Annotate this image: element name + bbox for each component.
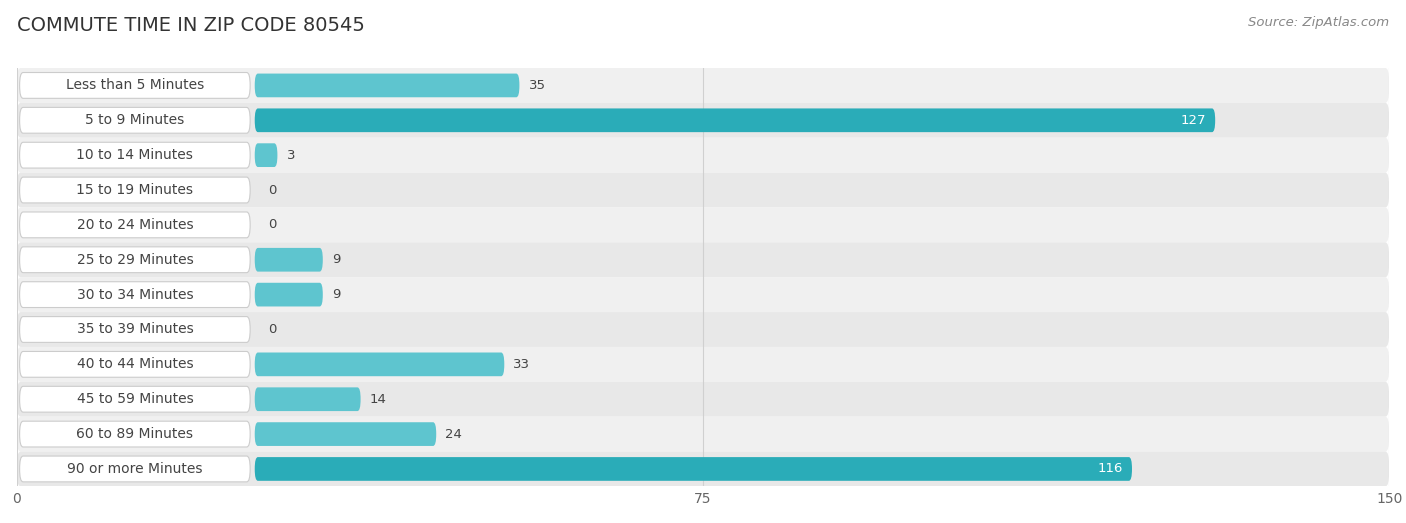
FancyBboxPatch shape — [254, 388, 360, 411]
Text: 116: 116 — [1098, 462, 1123, 475]
Text: 15 to 19 Minutes: 15 to 19 Minutes — [76, 183, 194, 197]
FancyBboxPatch shape — [17, 382, 1389, 417]
Text: 10 to 14 Minutes: 10 to 14 Minutes — [76, 148, 193, 162]
FancyBboxPatch shape — [20, 73, 250, 98]
FancyBboxPatch shape — [254, 108, 1215, 132]
FancyBboxPatch shape — [17, 103, 1389, 138]
FancyBboxPatch shape — [254, 353, 505, 376]
FancyBboxPatch shape — [17, 277, 1389, 312]
FancyBboxPatch shape — [17, 68, 1389, 103]
FancyBboxPatch shape — [20, 316, 250, 343]
FancyBboxPatch shape — [17, 138, 1389, 173]
Text: 45 to 59 Minutes: 45 to 59 Minutes — [76, 392, 193, 406]
Text: 40 to 44 Minutes: 40 to 44 Minutes — [76, 357, 193, 371]
FancyBboxPatch shape — [17, 242, 1389, 277]
Text: 35: 35 — [529, 79, 546, 92]
FancyBboxPatch shape — [20, 386, 250, 412]
FancyBboxPatch shape — [17, 451, 1389, 486]
Text: 20 to 24 Minutes: 20 to 24 Minutes — [76, 218, 193, 232]
FancyBboxPatch shape — [20, 282, 250, 308]
Text: 0: 0 — [269, 219, 277, 231]
Text: 3: 3 — [287, 149, 295, 162]
Text: 90 or more Minutes: 90 or more Minutes — [67, 462, 202, 476]
FancyBboxPatch shape — [20, 247, 250, 272]
Text: Less than 5 Minutes: Less than 5 Minutes — [66, 78, 204, 93]
FancyBboxPatch shape — [17, 417, 1389, 451]
FancyBboxPatch shape — [254, 457, 1132, 481]
FancyBboxPatch shape — [20, 456, 250, 482]
FancyBboxPatch shape — [20, 421, 250, 447]
Text: 33: 33 — [513, 358, 530, 371]
FancyBboxPatch shape — [254, 74, 519, 97]
Text: 60 to 89 Minutes: 60 to 89 Minutes — [76, 427, 194, 441]
FancyBboxPatch shape — [20, 177, 250, 203]
Text: COMMUTE TIME IN ZIP CODE 80545: COMMUTE TIME IN ZIP CODE 80545 — [17, 16, 364, 35]
FancyBboxPatch shape — [17, 208, 1389, 242]
FancyBboxPatch shape — [20, 351, 250, 377]
FancyBboxPatch shape — [254, 143, 277, 167]
FancyBboxPatch shape — [20, 107, 250, 133]
Text: 30 to 34 Minutes: 30 to 34 Minutes — [76, 288, 193, 302]
Text: 127: 127 — [1181, 114, 1206, 127]
Text: 0: 0 — [269, 323, 277, 336]
Text: 25 to 29 Minutes: 25 to 29 Minutes — [76, 253, 193, 267]
Text: 35 to 39 Minutes: 35 to 39 Minutes — [76, 323, 193, 336]
FancyBboxPatch shape — [17, 173, 1389, 208]
Text: 9: 9 — [332, 253, 340, 266]
FancyBboxPatch shape — [17, 312, 1389, 347]
Text: Source: ZipAtlas.com: Source: ZipAtlas.com — [1249, 16, 1389, 29]
FancyBboxPatch shape — [20, 212, 250, 238]
Text: 5 to 9 Minutes: 5 to 9 Minutes — [86, 113, 184, 127]
FancyBboxPatch shape — [20, 142, 250, 168]
FancyBboxPatch shape — [254, 422, 436, 446]
Text: 0: 0 — [269, 184, 277, 197]
Text: 14: 14 — [370, 393, 387, 406]
FancyBboxPatch shape — [254, 248, 323, 271]
FancyBboxPatch shape — [254, 283, 323, 306]
Text: 9: 9 — [332, 288, 340, 301]
Text: 24: 24 — [446, 428, 463, 440]
FancyBboxPatch shape — [17, 347, 1389, 382]
